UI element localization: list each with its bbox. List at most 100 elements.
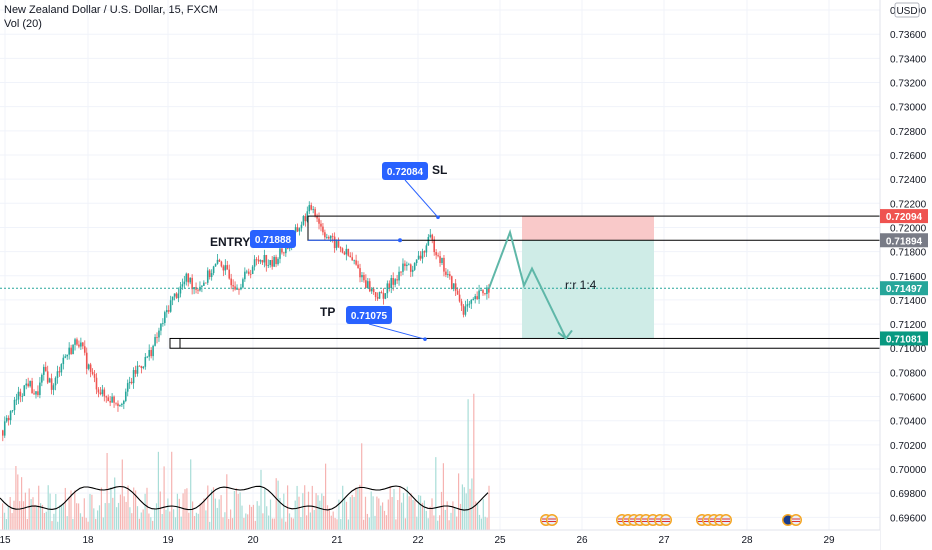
volume-bar: [203, 498, 205, 530]
candle-body: [13, 399, 16, 411]
volume-bar: [241, 505, 243, 530]
volume-bar: [273, 518, 275, 530]
candle-body: [35, 391, 37, 395]
volume-bar: [420, 495, 422, 530]
candle-body: [408, 264, 410, 266]
candle-body: [302, 215, 305, 225]
candle-body: [78, 344, 80, 347]
volume-bar: [224, 512, 226, 530]
volume-bar: [342, 485, 344, 530]
event-icon-face: [661, 515, 671, 525]
volume-bar: [5, 519, 7, 530]
volume-bar: [207, 485, 209, 530]
candle-body: [275, 256, 277, 265]
volume-indicator-label[interactable]: Vol (20): [4, 18, 42, 30]
candle-body: [388, 283, 391, 289]
volume-bar: [205, 510, 207, 530]
event-icon-face: [791, 515, 801, 525]
candle-body: [146, 356, 149, 358]
candle-body: [216, 259, 219, 264]
volume-bar: [345, 501, 348, 530]
volume-bar: [38, 485, 40, 530]
volume-bar: [264, 487, 266, 530]
volume-bar: [465, 493, 467, 530]
volume-bar: [412, 499, 414, 530]
candle-body: [242, 279, 244, 288]
candle-body: [126, 383, 129, 392]
volume-bar: [102, 517, 104, 530]
grid-lines: [0, 0, 880, 530]
candle-body: [300, 224, 303, 229]
candle-body: [425, 245, 428, 253]
candle-body: [370, 288, 373, 292]
candle-body: [152, 345, 154, 357]
symbol-title[interactable]: New Zealand Dollar / U.S. Dollar, 15, FX…: [4, 4, 218, 16]
candle-body: [337, 241, 340, 247]
candle-body: [357, 264, 359, 269]
chart-legend: New Zealand Dollar / U.S. Dollar, 15, FX…: [4, 3, 218, 31]
volume-bar: [43, 513, 45, 530]
volume-bar: [154, 508, 156, 530]
candle-body: [447, 274, 449, 275]
candle-body: [124, 391, 127, 401]
candle-body: [271, 260, 273, 267]
volume-bar: [116, 507, 118, 530]
candle-body: [148, 350, 150, 357]
volume-bar: [444, 509, 446, 530]
x-tick-label: 29: [823, 535, 835, 546]
volume-bar: [281, 518, 283, 530]
candle-body: [247, 271, 250, 274]
candle-body: [415, 259, 418, 264]
volume-bar: [112, 497, 114, 530]
volume-bar: [235, 488, 237, 530]
candle-body: [390, 278, 393, 289]
volume-bar: [148, 513, 150, 530]
candle-body: [25, 383, 28, 386]
volume-bar: [311, 485, 313, 530]
candle-body: [97, 389, 100, 393]
volume-bar: [315, 493, 317, 530]
currency-label: USD: [896, 6, 917, 17]
candle-body: [19, 391, 22, 397]
candle-body: [419, 255, 422, 259]
volume-bar: [87, 521, 89, 530]
candle-body: [464, 306, 467, 315]
volume-bar: [197, 513, 199, 530]
volume-bar: [212, 487, 215, 530]
candle-body: [298, 228, 301, 232]
y-tick-label: 0.71600: [890, 272, 927, 283]
candle-body: [165, 310, 168, 313]
candle-body: [435, 252, 437, 256]
volume-bar: [222, 517, 224, 530]
volume-bar: [70, 490, 72, 530]
candle-body: [456, 290, 459, 295]
volume-bar: [173, 509, 175, 530]
candle-body: [347, 248, 350, 256]
volume-bar: [243, 517, 245, 530]
volume-bar: [421, 502, 424, 530]
volume-bar: [49, 493, 51, 530]
candle-body: [285, 245, 287, 254]
candle-body: [115, 402, 117, 404]
candle-body: [406, 264, 408, 267]
candle-body: [283, 252, 285, 254]
candle-body: [246, 271, 248, 273]
volume-bar: [463, 487, 465, 530]
candle-body: [208, 270, 211, 277]
volume-bar: [351, 494, 353, 530]
volume-bar: [306, 515, 308, 530]
candle-body: [329, 235, 332, 239]
candle-body: [191, 277, 193, 290]
tp-rectangle: [169, 337, 881, 349]
candle-body: [62, 357, 65, 365]
volume-bar: [199, 503, 201, 530]
volume-bar: [163, 466, 165, 530]
volume-bar: [201, 503, 203, 530]
candle-body: [128, 381, 131, 384]
volume-bar: [374, 515, 376, 530]
candle-body: [111, 396, 113, 403]
candle-body: [95, 377, 98, 390]
volume-bar: [254, 520, 256, 530]
candle-body: [41, 374, 43, 383]
